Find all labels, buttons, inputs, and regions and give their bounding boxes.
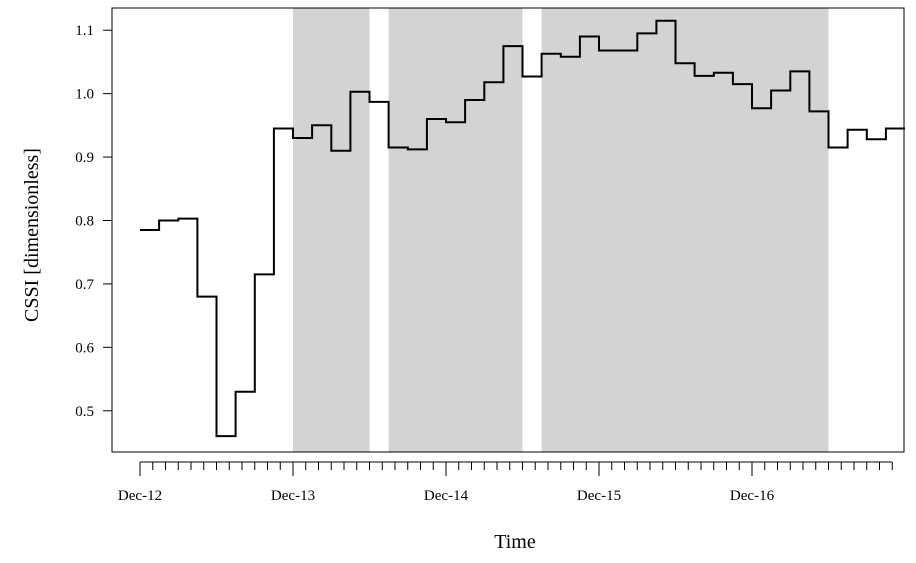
x-axis-label: Time (494, 531, 536, 553)
x-tick-label: Dec-12 (118, 488, 162, 504)
y-tick-label: 0.8 (75, 213, 94, 229)
shaded-region-1 (293, 8, 370, 452)
x-tick-label: Dec-15 (577, 488, 621, 504)
y-tick-label: 0.7 (75, 277, 94, 293)
series-line-1 (140, 19, 905, 438)
x-tick-label: Dec-13 (271, 488, 315, 504)
y-tick-label: 1.1 (75, 23, 94, 39)
y-tick-label: 1.0 (75, 87, 94, 103)
shaded-region-3 (541, 8, 829, 452)
x-tick-label: Dec-16 (730, 488, 775, 504)
y-tick-label: 0.5 (75, 404, 94, 420)
x-axis: Dec-12 Dec-13 Dec-14 Dec-15 Dec-16 (118, 461, 893, 504)
x-tick-label: Dec-14 (424, 488, 469, 504)
y-tick-label: 0.6 (75, 340, 94, 356)
y-tick-label: 0.9 (75, 150, 94, 166)
shaded-regions (293, 8, 829, 452)
y-axis: 0.5 0.6 0.7 0.8 0.9 1.0 1.1 (75, 23, 112, 420)
series-layer (140, 19, 905, 438)
y-axis-label: CSSI [dimensionless] (21, 148, 43, 322)
plot-frame (111, 7, 905, 453)
